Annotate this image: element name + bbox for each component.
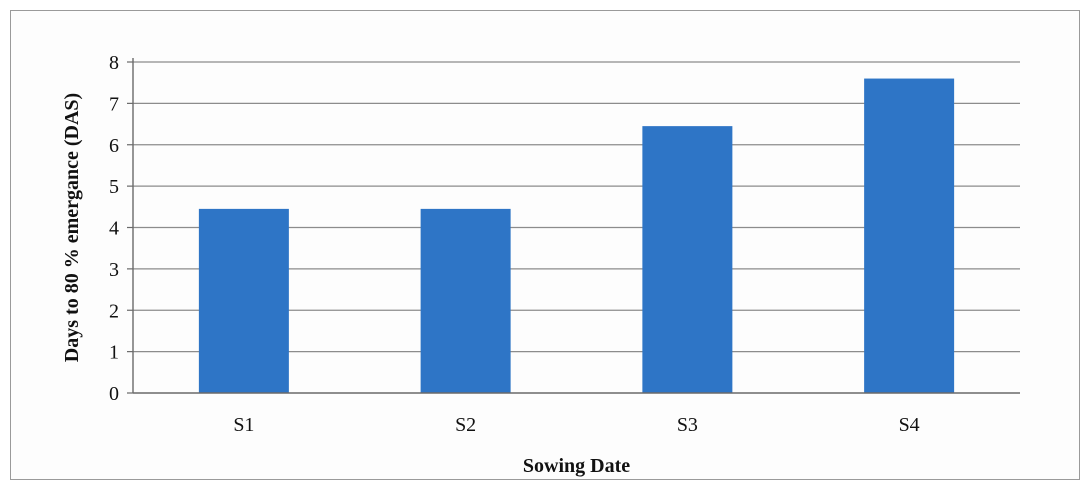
bars: [198, 78, 955, 394]
y-tick-label: 2: [109, 300, 119, 322]
y-tick-label: 4: [109, 218, 119, 240]
x-tick-label: S1: [233, 414, 254, 436]
bar-s4: [864, 78, 955, 394]
y-tick-label: 0: [109, 383, 119, 405]
y-axis-title: Days to 80 % emergance (DAS): [61, 93, 83, 362]
x-tick-label: S2: [455, 414, 476, 436]
axes: [127, 58, 1020, 394]
bar-s2: [420, 208, 511, 393]
y-tick-label: 1: [109, 342, 119, 364]
y-tick-label: 7: [109, 93, 119, 115]
x-axis-title: Sowing Date: [523, 455, 630, 477]
y-tick-labels: 0 1 2 3 4 5 6 7 8: [109, 52, 119, 405]
x-tick-label: S4: [899, 414, 920, 436]
bar-s1: [198, 208, 289, 393]
y-tick-label: 6: [109, 135, 119, 157]
y-tick-label: 3: [109, 259, 119, 281]
y-tick-label: 8: [109, 52, 119, 74]
x-tick-label: S3: [677, 414, 698, 436]
y-tick-label: 5: [109, 176, 119, 198]
x-tick-labels: S1 S2 S3 S4: [233, 414, 919, 436]
bar-s3: [642, 126, 733, 393]
